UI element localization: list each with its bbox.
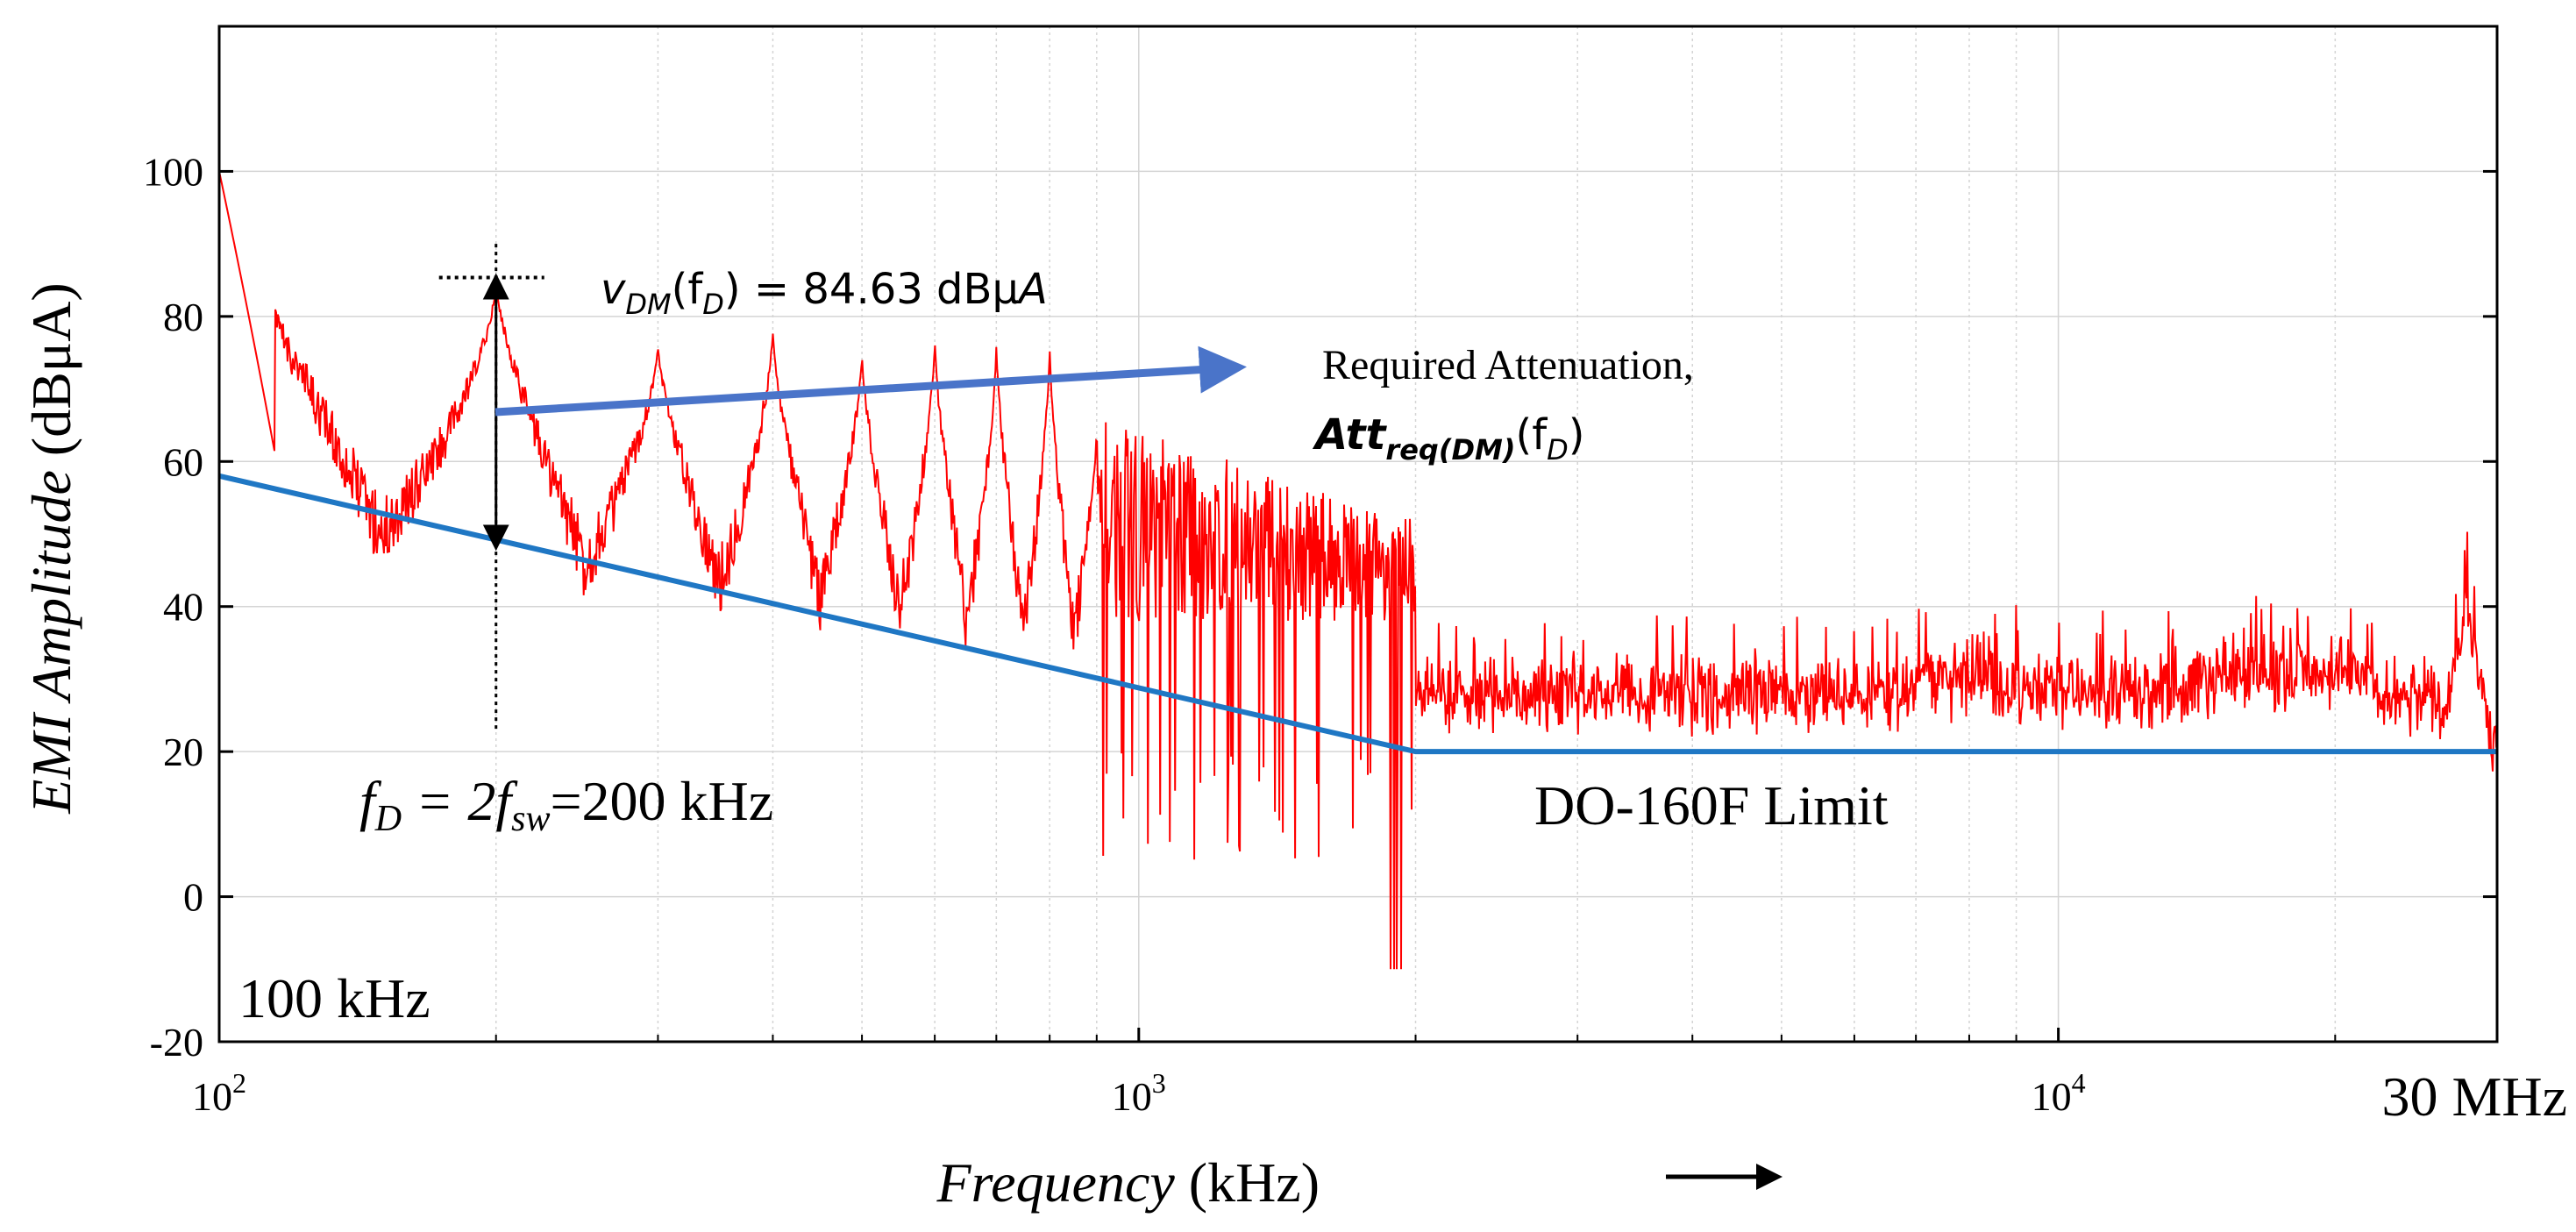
attenuation-label-line1: Required Attenuation, — [1322, 342, 1694, 388]
x-tick-label: 104 — [2032, 1067, 2086, 1119]
emi-spectrum-line — [218, 171, 2498, 970]
plot-frame — [217, 25, 2499, 1043]
vdm-arg-subscript: D — [702, 288, 724, 321]
att-arg: (f — [1515, 410, 1548, 459]
att-close: ) — [1569, 410, 1585, 459]
att-subscript: req(DM) — [1385, 433, 1515, 466]
y-tick-label: 80 — [163, 295, 203, 339]
end-frequency-label: 30 MHz — [2381, 1065, 2567, 1128]
x-tick-label: 102 — [192, 1067, 246, 1119]
y-axis-label-unit: (dBμA) — [20, 282, 82, 470]
vdm-value: ) = 84.63 dBμ — [724, 265, 1019, 314]
fd-subscript: D — [374, 799, 402, 839]
limit-label: DO-160F Limit — [1534, 774, 1889, 837]
y-tick-label: 40 — [163, 585, 203, 630]
required-attenuation-arrow — [495, 345, 1247, 417]
y-tick-label: 100 — [143, 149, 203, 194]
y-tick-label: 20 — [163, 730, 203, 774]
y-axis-label-italic: EMI Amplitude — [20, 470, 82, 815]
limit-line — [218, 473, 2497, 755]
attenuation-label-line2: Attreq(DM)(fD) — [1312, 410, 1584, 466]
vdm-unit: A — [1016, 265, 1048, 314]
y-axis-label: EMI Amplitude (dBμA) — [20, 282, 82, 814]
att-arg-subscript: D — [1547, 433, 1569, 466]
x-axis-label-unit: (kHz) — [1175, 1151, 1320, 1214]
y-tick-label: -20 — [150, 1020, 203, 1065]
fd-rest: =200 kHz — [550, 770, 773, 832]
vdm-subscript: DM — [625, 288, 671, 321]
start-frequency-label: 100 kHz — [238, 967, 431, 1029]
fd-annotation: fD = 2fsw=200 kHz — [359, 770, 773, 839]
y-tick-label: 60 — [163, 439, 203, 484]
x-axis-label: Frequency (kHz) — [936, 1151, 1320, 1214]
fd-mid: = 2f — [402, 770, 518, 832]
fd-subscript2: sw — [511, 799, 550, 839]
vdm-annotation: vDM(fD) = 84.63 dBμA — [601, 265, 1048, 321]
x-axis-label-italic: Frequency — [936, 1151, 1176, 1214]
vdm-symbol: v — [601, 265, 626, 314]
x-tick-label: 103 — [1112, 1067, 1166, 1119]
x-axis-ticks: 102 103 104 — [192, 1028, 2498, 1119]
att-name: Att — [1312, 410, 1387, 459]
vdm-arg: (f — [672, 265, 704, 314]
y-tick-label: 0 — [183, 875, 203, 920]
